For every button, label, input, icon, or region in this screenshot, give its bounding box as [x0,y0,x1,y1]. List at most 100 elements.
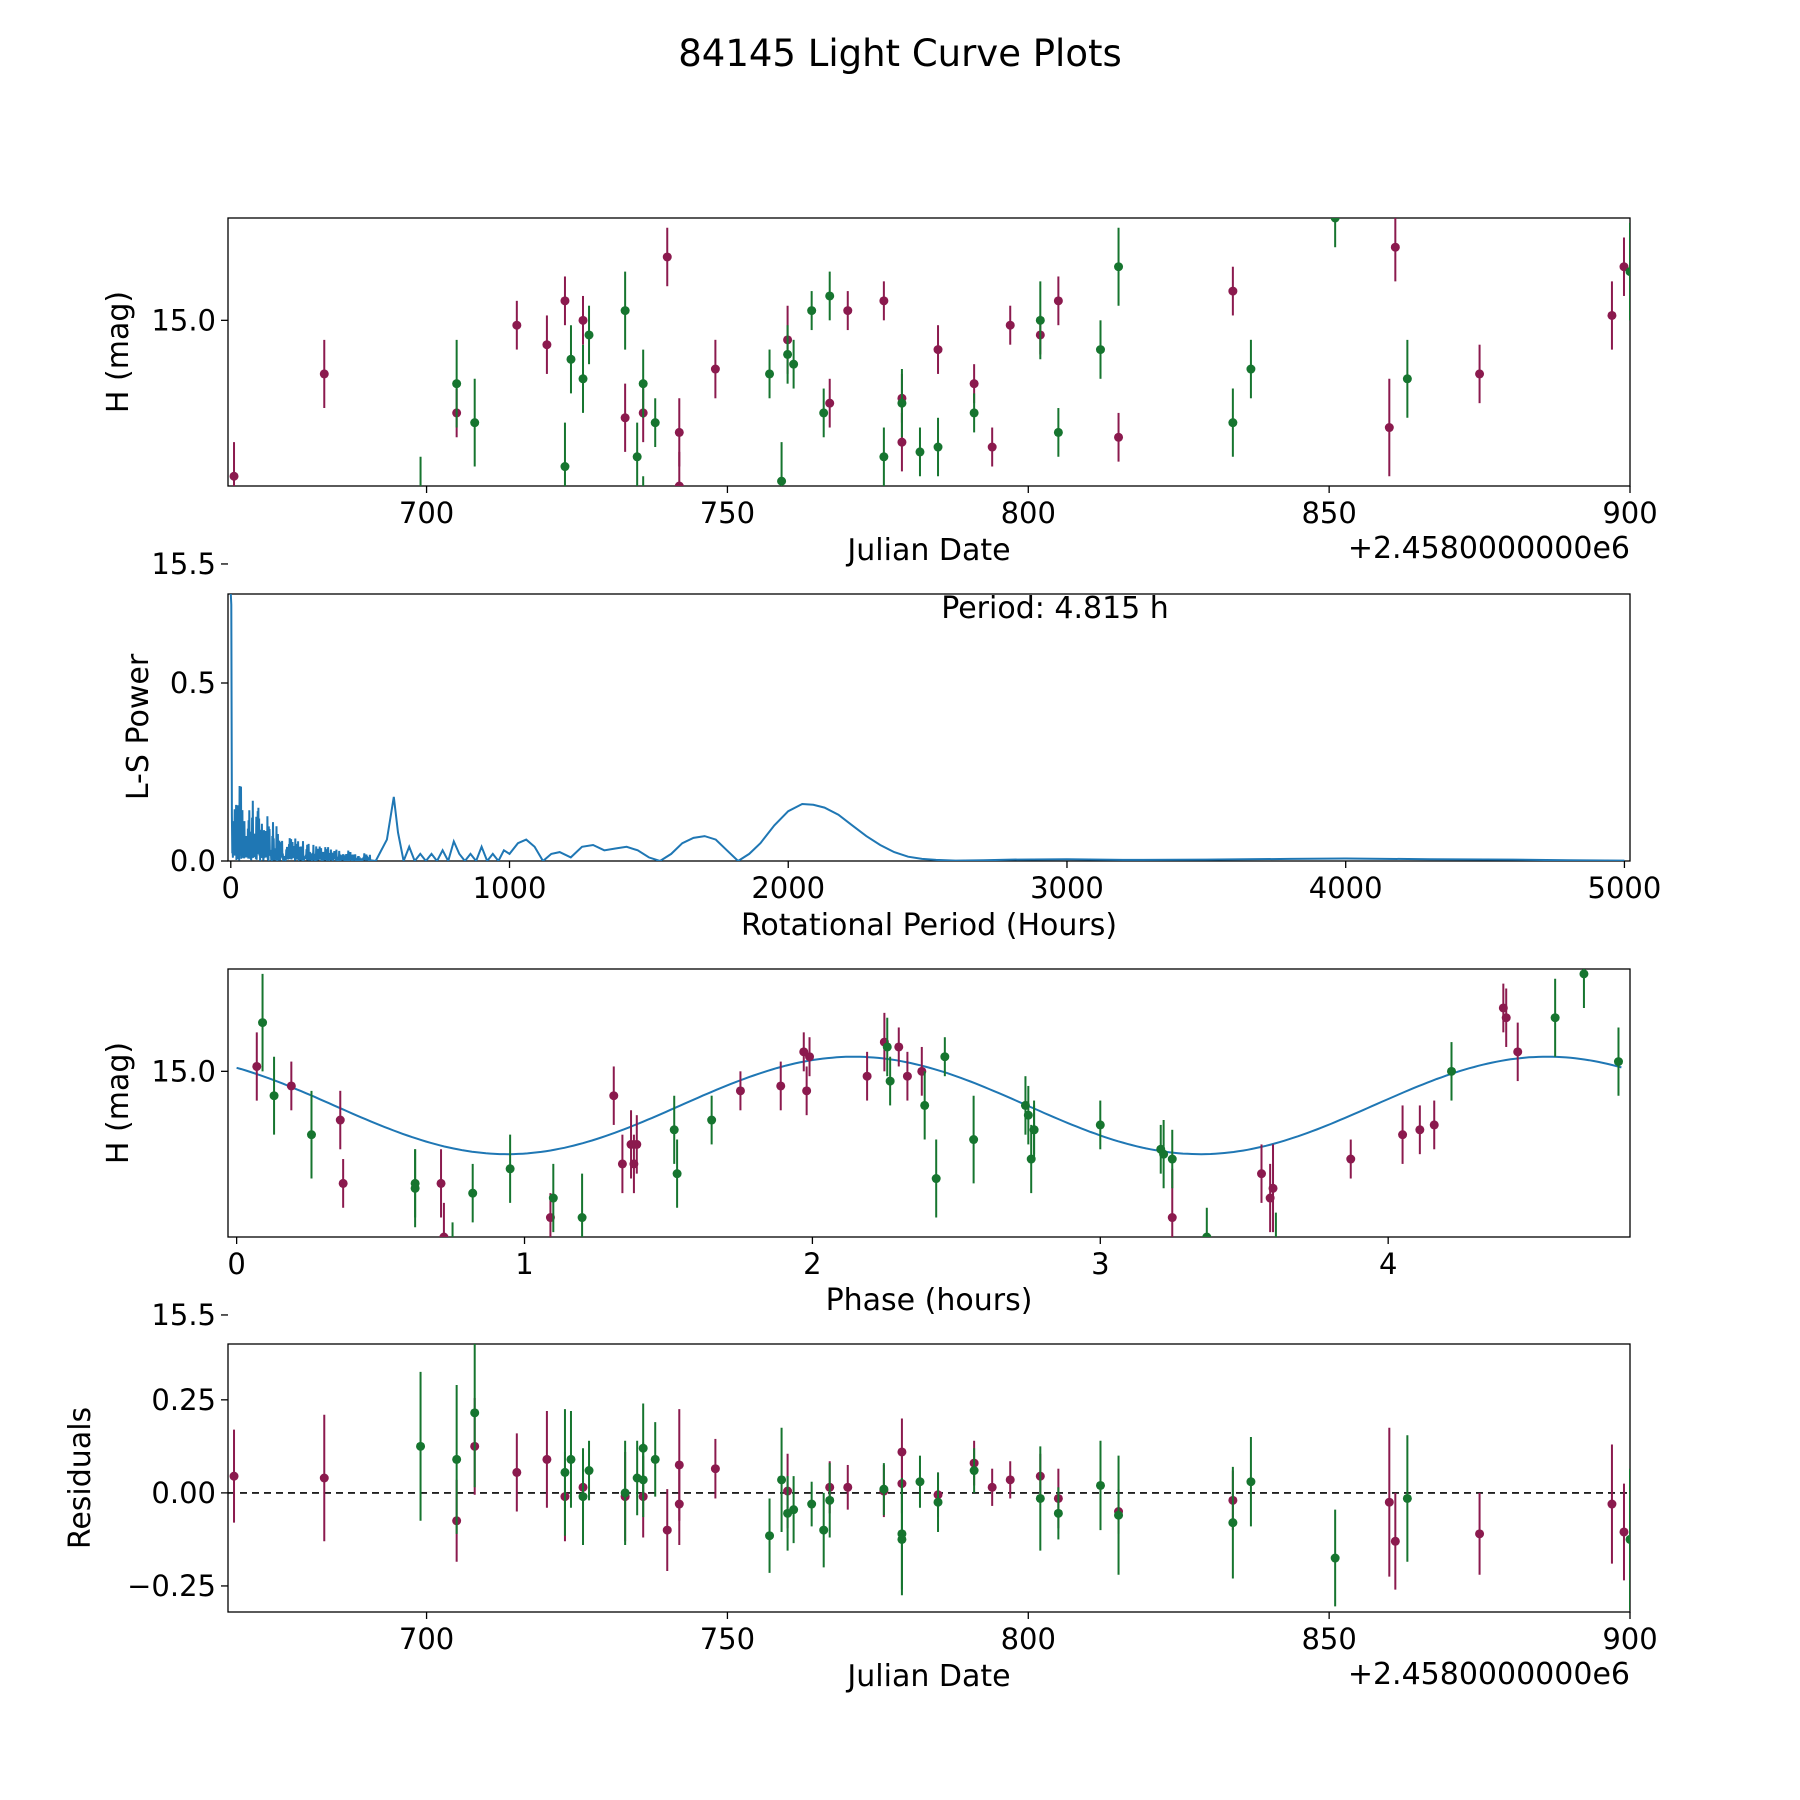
light-curve-point-red [897,437,907,447]
residuals-point-green [897,1534,907,1544]
light-curve-point-red [578,315,588,325]
phased-curve-point-red [436,1178,446,1188]
light-curve-point-red [470,516,479,525]
light-curve-x-label: Julian Date [845,533,1010,568]
light-curve-point-red [1390,242,1400,252]
phased-curve-point-green [672,1169,682,1179]
residuals-y-ticks: 0.25 0.00 −0.25 [127,1383,228,1603]
phased-curve-point-red [1268,1183,1278,1193]
light-curve-point-green [638,379,648,389]
residuals-point-green [1330,1553,1340,1563]
residuals-point-red [229,1471,239,1481]
phased-curve-point-red [1398,1130,1408,1140]
phased-curve-y-tick-label: 15.0 [151,1054,216,1088]
phased-curve-point-green [410,1183,420,1193]
phased-curve-point-red [286,1081,296,1091]
light-curve-x-tick-label: 750 [700,496,755,530]
phased-curve-point-green [1447,1066,1457,1076]
residuals-point-red [843,1482,853,1492]
phased-curve-point-green [1167,1154,1177,1164]
light-curve-y-tick-label: 15.5 [151,547,216,581]
light-curve-point-red [1475,369,1485,379]
light-curve-point-red [229,471,239,481]
residuals-point-green [915,1477,925,1487]
light-curve-point-green [1228,418,1238,428]
light-curve-x-tick-label: 800 [1001,496,1056,530]
light-curve-point-red [1384,423,1394,433]
light-curve-point-green [1625,267,1630,277]
phased-curve-point-green [448,1252,457,1261]
periodogram-x-tick-label: 1000 [473,871,547,905]
residuals-point-green [1114,1510,1124,1520]
residuals-x-tick-label: 850 [1301,1622,1356,1656]
light-curve-point-green [1330,218,1340,223]
phased-curve-x-ticks: 0 1 2 3 4 [227,1237,1397,1281]
light-curve-point-red [1005,320,1015,330]
periodogram-x-tick-label: 2000 [751,871,825,905]
residuals-point-red [1619,1527,1629,1537]
light-curve-point-red [674,427,684,437]
phased-curve-x-tick-label: 4 [1379,1247,1397,1281]
phased-curve-point-red [617,1159,627,1169]
light-curve-point-red [1114,432,1124,442]
periodogram-frame [227,593,1631,862]
light-curve-point-green [777,476,787,486]
light-curve-point-red [879,296,889,306]
light-curve-point-red [512,320,522,330]
residuals-point-red [1390,1536,1400,1546]
residuals-point-green [879,1484,889,1494]
residuals-point-green [560,1467,570,1477]
phased-curve-point-green [1271,1252,1280,1261]
periodogram-x-tick-label: 0 [222,871,240,905]
phased-curve-point-red [632,1139,642,1149]
light-curve-point-green [825,291,835,301]
phased-curve-point-red [1513,1047,1523,1057]
phased-curve-point-green [1029,1125,1039,1135]
light-curve-point-green [632,452,642,462]
residuals-point-green [638,1475,648,1485]
phased-curve-point-red [776,1081,786,1091]
residuals-point-green [819,1525,829,1535]
phased-curve-point-green [969,1135,979,1145]
light-curve-point-red [542,340,552,350]
periodogram-y-ticks: 0.0 0.5 [170,666,228,878]
periodogram-x-label: Rotational Period (Hours) [741,908,1117,943]
residuals-point-green [1095,1480,1105,1490]
residuals-y-tick-label: −0.25 [127,1569,216,1603]
light-curve-point-green [969,408,979,418]
light-curve-point-green [879,452,889,462]
light-curve-point-green [1114,262,1124,272]
phased-curve-point-green [1095,1120,1105,1130]
light-curve-point-red [710,364,720,374]
residuals-x-tick-label: 750 [700,1622,755,1656]
light-curve-point-red [987,442,997,452]
residuals-point-red [1384,1497,1394,1507]
phased-curve-frame [227,968,1631,1238]
phased-curve-point-green [577,1213,587,1223]
residuals-point-red [710,1464,720,1474]
periodogram-x-ticks: 0 1000 2000 3000 4000 5000 [222,861,1661,905]
residuals-y-tick-label: 0.00 [151,1476,216,1510]
light-curve-point-green [1053,427,1063,437]
phased-curve-point-green [920,1100,930,1110]
phased-curve-point-green [468,1188,478,1198]
phased-curve-plot-area [236,969,1623,1261]
residuals-point-green [1035,1493,1045,1503]
panel-residuals: 700 750 800 850 900 0.25 0.00 −0.25 Julian Dat… [63,1343,1658,1694]
residuals-point-red [512,1467,522,1477]
light-curve-point-green [1402,374,1412,384]
phased-curve-point-red [894,1042,904,1052]
phased-curve-point-red [609,1091,619,1101]
light-curve-y-ticks: 15.0 15.5 [151,303,228,581]
light-curve-x-tick-label: 850 [1301,496,1356,530]
phased-curve-point-red [1346,1154,1356,1164]
light-curve-point-green [584,330,594,340]
light-curve-point-green [560,462,570,472]
phased-curve-y-ticks: 15.0 15.5 [151,1054,228,1332]
residuals-point-green [578,1492,588,1502]
phased-curve-x-tick-label: 3 [1091,1247,1109,1281]
residuals-x-label: Julian Date [845,1659,1010,1694]
residuals-point-green [1625,1534,1630,1544]
residuals-point-green [650,1454,660,1464]
